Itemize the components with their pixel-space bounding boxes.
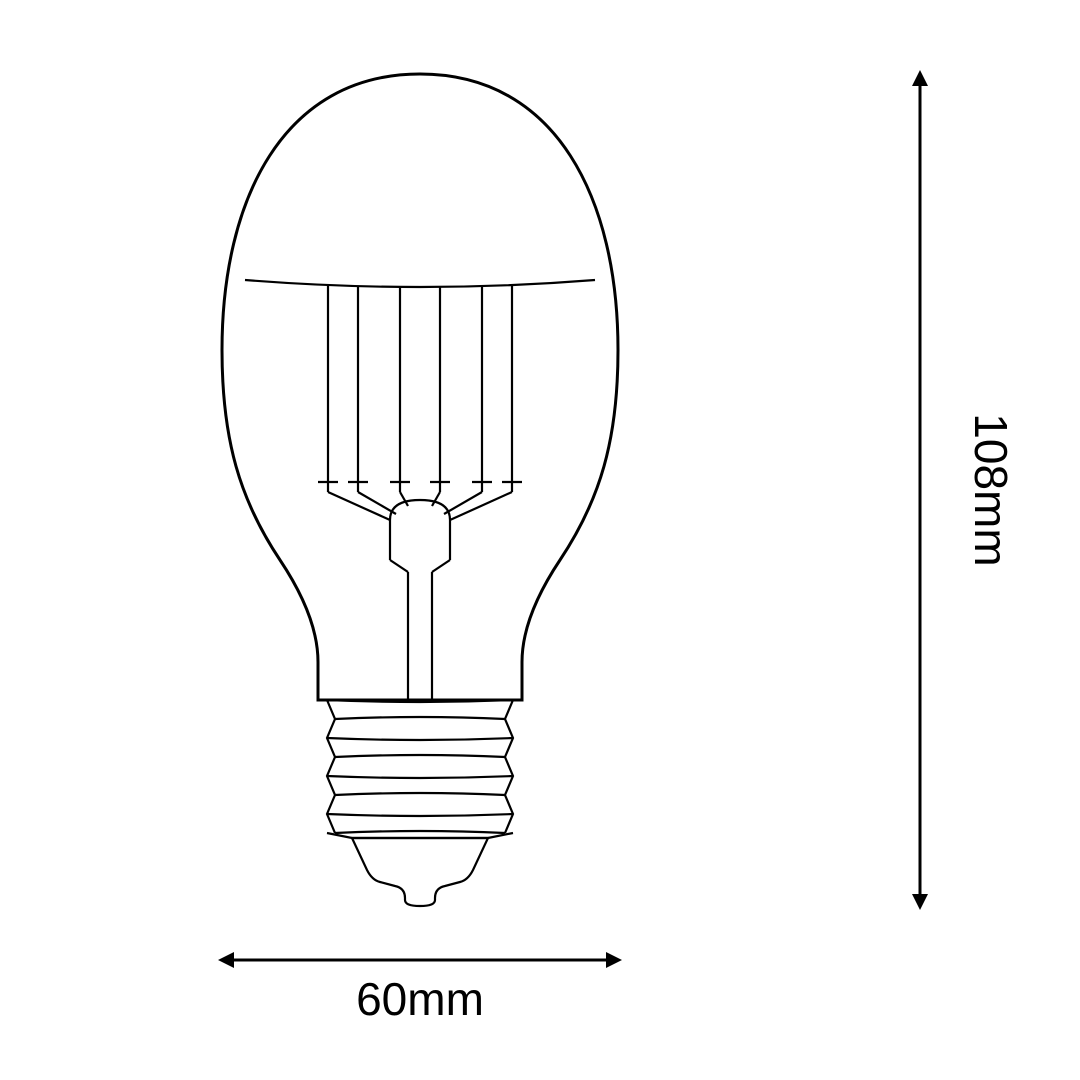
bulb-filaments bbox=[318, 286, 522, 520]
height-dimension-label: 108mm bbox=[965, 413, 1017, 566]
bulb-stem bbox=[390, 500, 450, 700]
bulb-glass-outline bbox=[222, 74, 618, 700]
bulb-top-cap-divider bbox=[245, 280, 595, 287]
bulb-tip-contact bbox=[352, 838, 488, 906]
width-dimension-label: 60mm bbox=[356, 973, 484, 1025]
bulb-technical-drawing: 60mm 108mm bbox=[0, 0, 1080, 1080]
width-dimension: 60mm bbox=[222, 960, 618, 1025]
height-dimension: 108mm bbox=[920, 74, 1017, 906]
bulb-screw-base bbox=[327, 700, 513, 838]
